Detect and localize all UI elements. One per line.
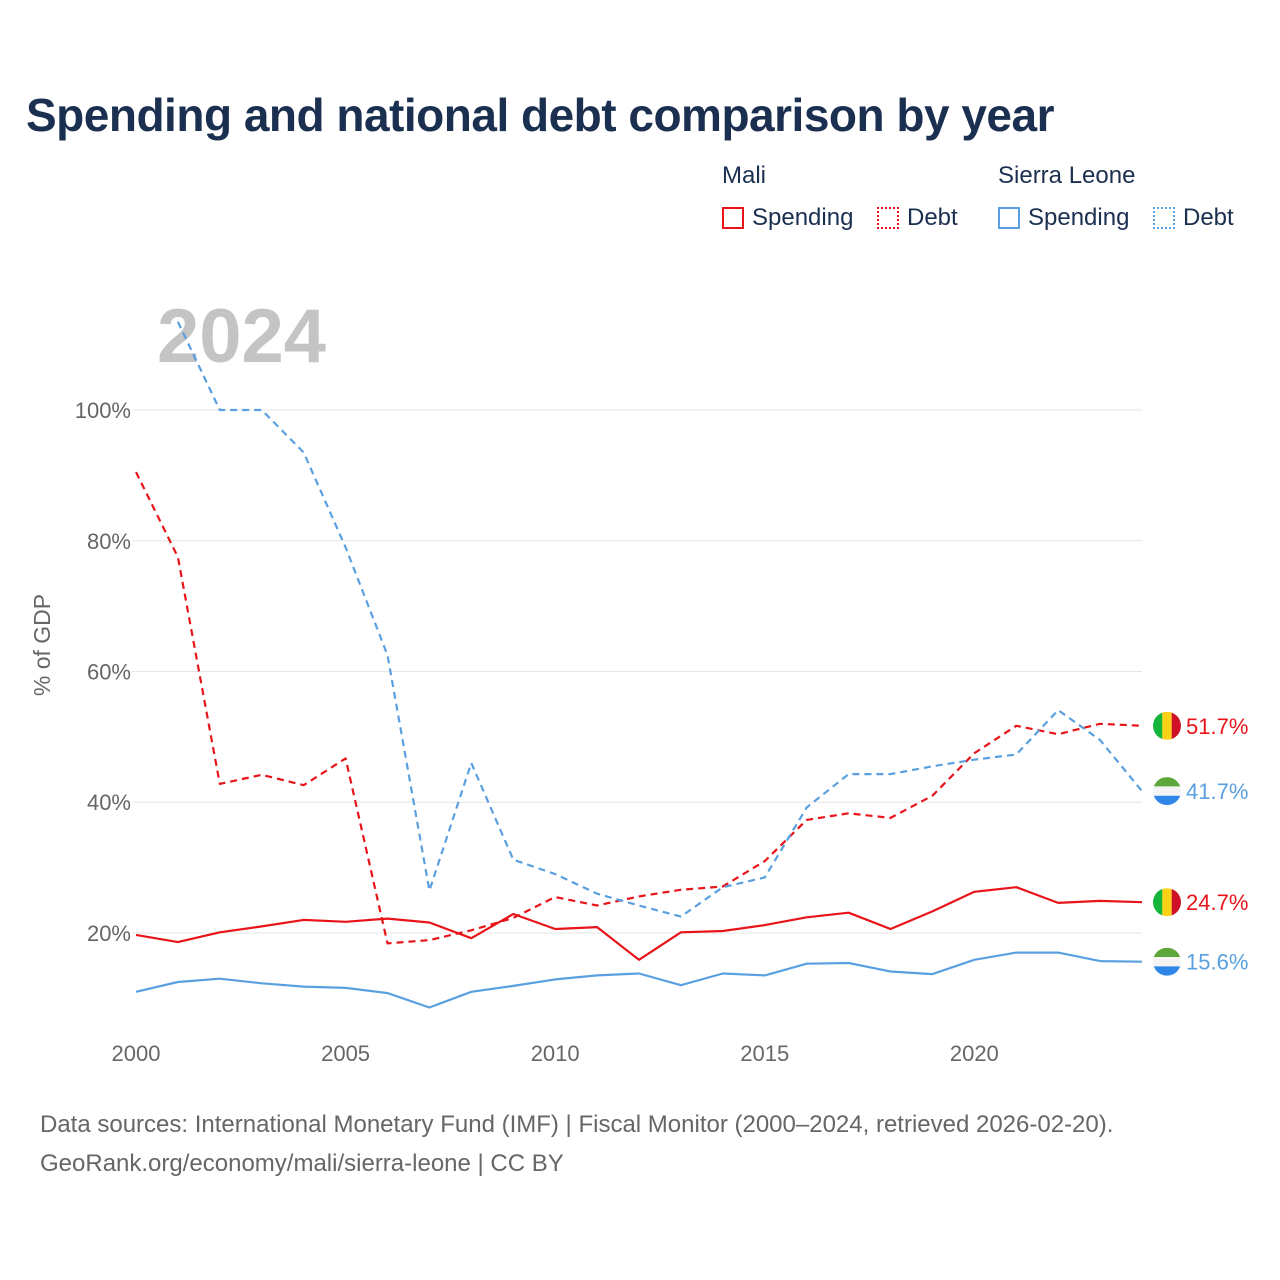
series-line-mali-debt[interactable]: [135, 471, 1143, 945]
series-line-sierra-leone-debt[interactable]: [176, 321, 1143, 918]
y-tick-label: 60%: [87, 660, 131, 685]
source-note: Data sources: International Monetary Fun…: [40, 1105, 1113, 1183]
legend-swatch-dotted: [877, 207, 899, 229]
attribution-line: GeoRank.org/economy/mali/sierra-leone | …: [40, 1150, 564, 1177]
legend-group-mali: Mali: [722, 162, 767, 189]
series-line-sierra-leone-spending[interactable]: [135, 951, 1143, 1009]
x-tick-label: 2010: [531, 1041, 580, 1066]
x-tick-label: 2005: [321, 1041, 370, 1066]
legend-sierra-leone-debt[interactable]: Debt: [1153, 204, 1234, 232]
mali-flag-icon: [1153, 888, 1181, 917]
legend-group-sierra-leone: Sierra Leone: [998, 162, 1136, 189]
end-value-label: 51.7%: [1186, 714, 1248, 739]
legend-swatch-solid: [998, 207, 1020, 229]
legend-mali-spending[interactable]: Spending: [722, 204, 853, 232]
x-tick-label: 2020: [950, 1041, 999, 1066]
y-tick-label: 40%: [87, 790, 131, 815]
legend-sierra-leone-spending[interactable]: Spending: [998, 204, 1129, 232]
legend-label: Spending: [1028, 204, 1130, 231]
mali-flag-icon: [1153, 711, 1181, 740]
legend-label: Debt: [907, 204, 958, 231]
source-line: Data sources: International Monetary Fun…: [40, 1111, 1114, 1138]
year-watermark: 2024: [157, 294, 326, 379]
end-value-label: 41.7%: [1186, 779, 1248, 804]
sierra-leone-flag-icon: [1153, 947, 1181, 976]
series-line-mali-spending[interactable]: [135, 886, 1143, 961]
chart-title: Spending and national debt comparison by…: [26, 89, 1055, 141]
legend-swatch-solid: [722, 207, 744, 229]
x-tick-label: 2015: [740, 1041, 789, 1066]
sierra-leone-flag-icon: [1153, 777, 1181, 806]
y-tick-label: 100%: [75, 398, 131, 423]
end-value-label: 24.7%: [1186, 890, 1248, 915]
y-tick-label: 20%: [87, 921, 131, 946]
legend-label: Debt: [1183, 204, 1234, 231]
y-tick-label: 80%: [87, 529, 131, 554]
legend-swatch-dotted: [1153, 207, 1175, 229]
legend-label: Spending: [752, 204, 854, 231]
x-tick-label: 2000: [112, 1041, 161, 1066]
legend-mali-debt[interactable]: Debt: [877, 204, 958, 232]
y-axis-title: % of GDP: [29, 594, 55, 696]
end-value-label: 15.6%: [1186, 950, 1248, 975]
